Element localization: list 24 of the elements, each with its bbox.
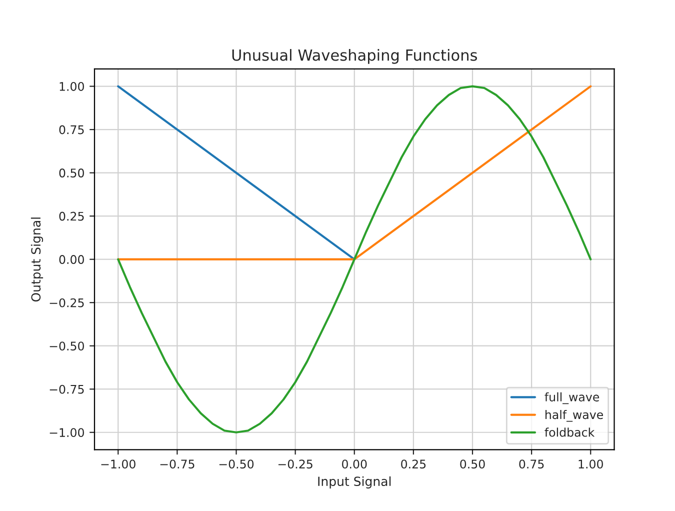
y-tick-label: 0.50	[59, 168, 84, 178]
y-tick-label: 0.25	[59, 212, 84, 221]
legend-label: half_wave	[546, 410, 603, 422]
x-tick-label: −0.50	[219, 460, 254, 469]
y-tick-label: 1.00	[60, 82, 84, 91]
y-tick-label: −1.00	[50, 428, 84, 438]
y-tick-label: −0.25	[50, 298, 84, 308]
y-tick-label: −0.50	[50, 342, 84, 351]
x-tick-label: 0.75	[519, 460, 544, 469]
y-tick-label: 0.00	[59, 255, 84, 264]
y-tick-label: 0.75	[59, 125, 84, 134]
legend-label: full_wave	[544, 392, 600, 404]
legend-label: foldback	[544, 428, 595, 437]
x-tick-label: −1.00	[101, 460, 136, 469]
x-tick-label: −0.25	[278, 460, 312, 469]
x-tick-label: 0.25	[401, 460, 426, 469]
x-tick-label: 1.00	[578, 460, 603, 469]
y-tick-label: −0.75	[50, 384, 84, 394]
x-tick-label: 0.50	[460, 460, 485, 469]
x-tick-label: 0.00	[342, 460, 367, 469]
chart-title: Unusual Waveshaping Functions	[232, 49, 477, 64]
x-tick-label: −0.75	[160, 460, 194, 469]
y-axis-title: Output Signal	[30, 218, 44, 302]
x-axis-title: Input Signal	[318, 476, 391, 488]
